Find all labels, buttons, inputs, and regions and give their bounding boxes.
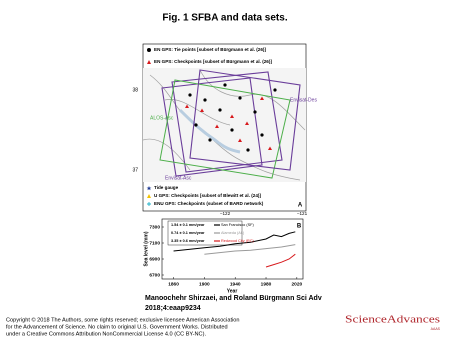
copyright: Copyright © 2018 The Authors, some right…: [6, 316, 239, 323]
y-tick-label: 7300: [149, 224, 160, 230]
panel-label: B: [297, 224, 302, 230]
legend-name: Redwood City (RC): [221, 239, 254, 243]
legend-rate: 0.74 ± 0.1 mm/year: [171, 231, 205, 235]
map: [142, 68, 306, 182]
x-tick-label: 1940: [230, 281, 241, 287]
citation: 2018;4:eaap9234: [145, 305, 201, 312]
legend-text: Tide gauge: [154, 185, 179, 190]
lon-label: −122: [220, 211, 231, 216]
series-line: [204, 244, 296, 255]
x-axis-label: Year: [227, 288, 238, 294]
x-tick-label: 1900: [199, 281, 210, 287]
y-tick-label: 6900: [149, 256, 160, 262]
track-label: ALOS-Asc: [150, 115, 174, 121]
copyright: for the Advancement of Science. No claim…: [6, 324, 228, 330]
logo-org: AAAS: [431, 327, 441, 331]
figure-title: Fig. 1 SFBA and data sets.: [162, 13, 287, 24]
x-tick-label: 1860: [168, 281, 179, 287]
legend-box: [167, 220, 243, 246]
legend-text: EN GPS: Tie points [subset of Bürgmann e…: [154, 47, 266, 52]
legend-name: San Francisco (SF): [221, 223, 254, 227]
y-tick-label: 7100: [149, 240, 160, 246]
citation: Manoochehr Shirzaei, and Roland Bürgmann…: [145, 295, 322, 302]
series-line: [265, 253, 296, 268]
legend-text: U GPS: Checkpoints [subset of Blewitt et…: [154, 193, 261, 198]
lon-label: −121: [297, 211, 308, 216]
y-tick-label: 6700: [149, 272, 160, 278]
lat-label: 38: [132, 87, 138, 93]
legend-name: Alameda (AL): [221, 231, 245, 235]
track-label: Envisat-Asc: [165, 175, 192, 181]
legend-rate: 3.35 ± 0.6 mm/year: [171, 239, 205, 243]
copyright: under a Creative Commons Attribution Non…: [6, 331, 206, 337]
series-line: [173, 231, 296, 252]
legend-text: EN GPS: Checkpoints [subset of Bürgmann …: [154, 59, 272, 64]
y-axis-label: Sea level (mm): [143, 231, 149, 266]
legend-rate: 1.54 ± 0.1 mm/year: [171, 223, 205, 227]
x-tick-label: 1980: [261, 281, 272, 287]
logo: ScienceAdvances: [345, 314, 440, 326]
lat-label: 37: [132, 167, 138, 173]
panel-label: A: [298, 203, 303, 209]
panel-b: Sea level (mm) Year B 6700 6900 7100 7300 18…: [143, 218, 304, 294]
legend-text: ENU GPS: Checkpoints (subset of BARD net…: [154, 201, 264, 206]
x-tick-label: 2020: [292, 281, 303, 287]
track-label: Envisat-Des: [290, 97, 317, 103]
legend-symbols: [146, 48, 152, 206]
